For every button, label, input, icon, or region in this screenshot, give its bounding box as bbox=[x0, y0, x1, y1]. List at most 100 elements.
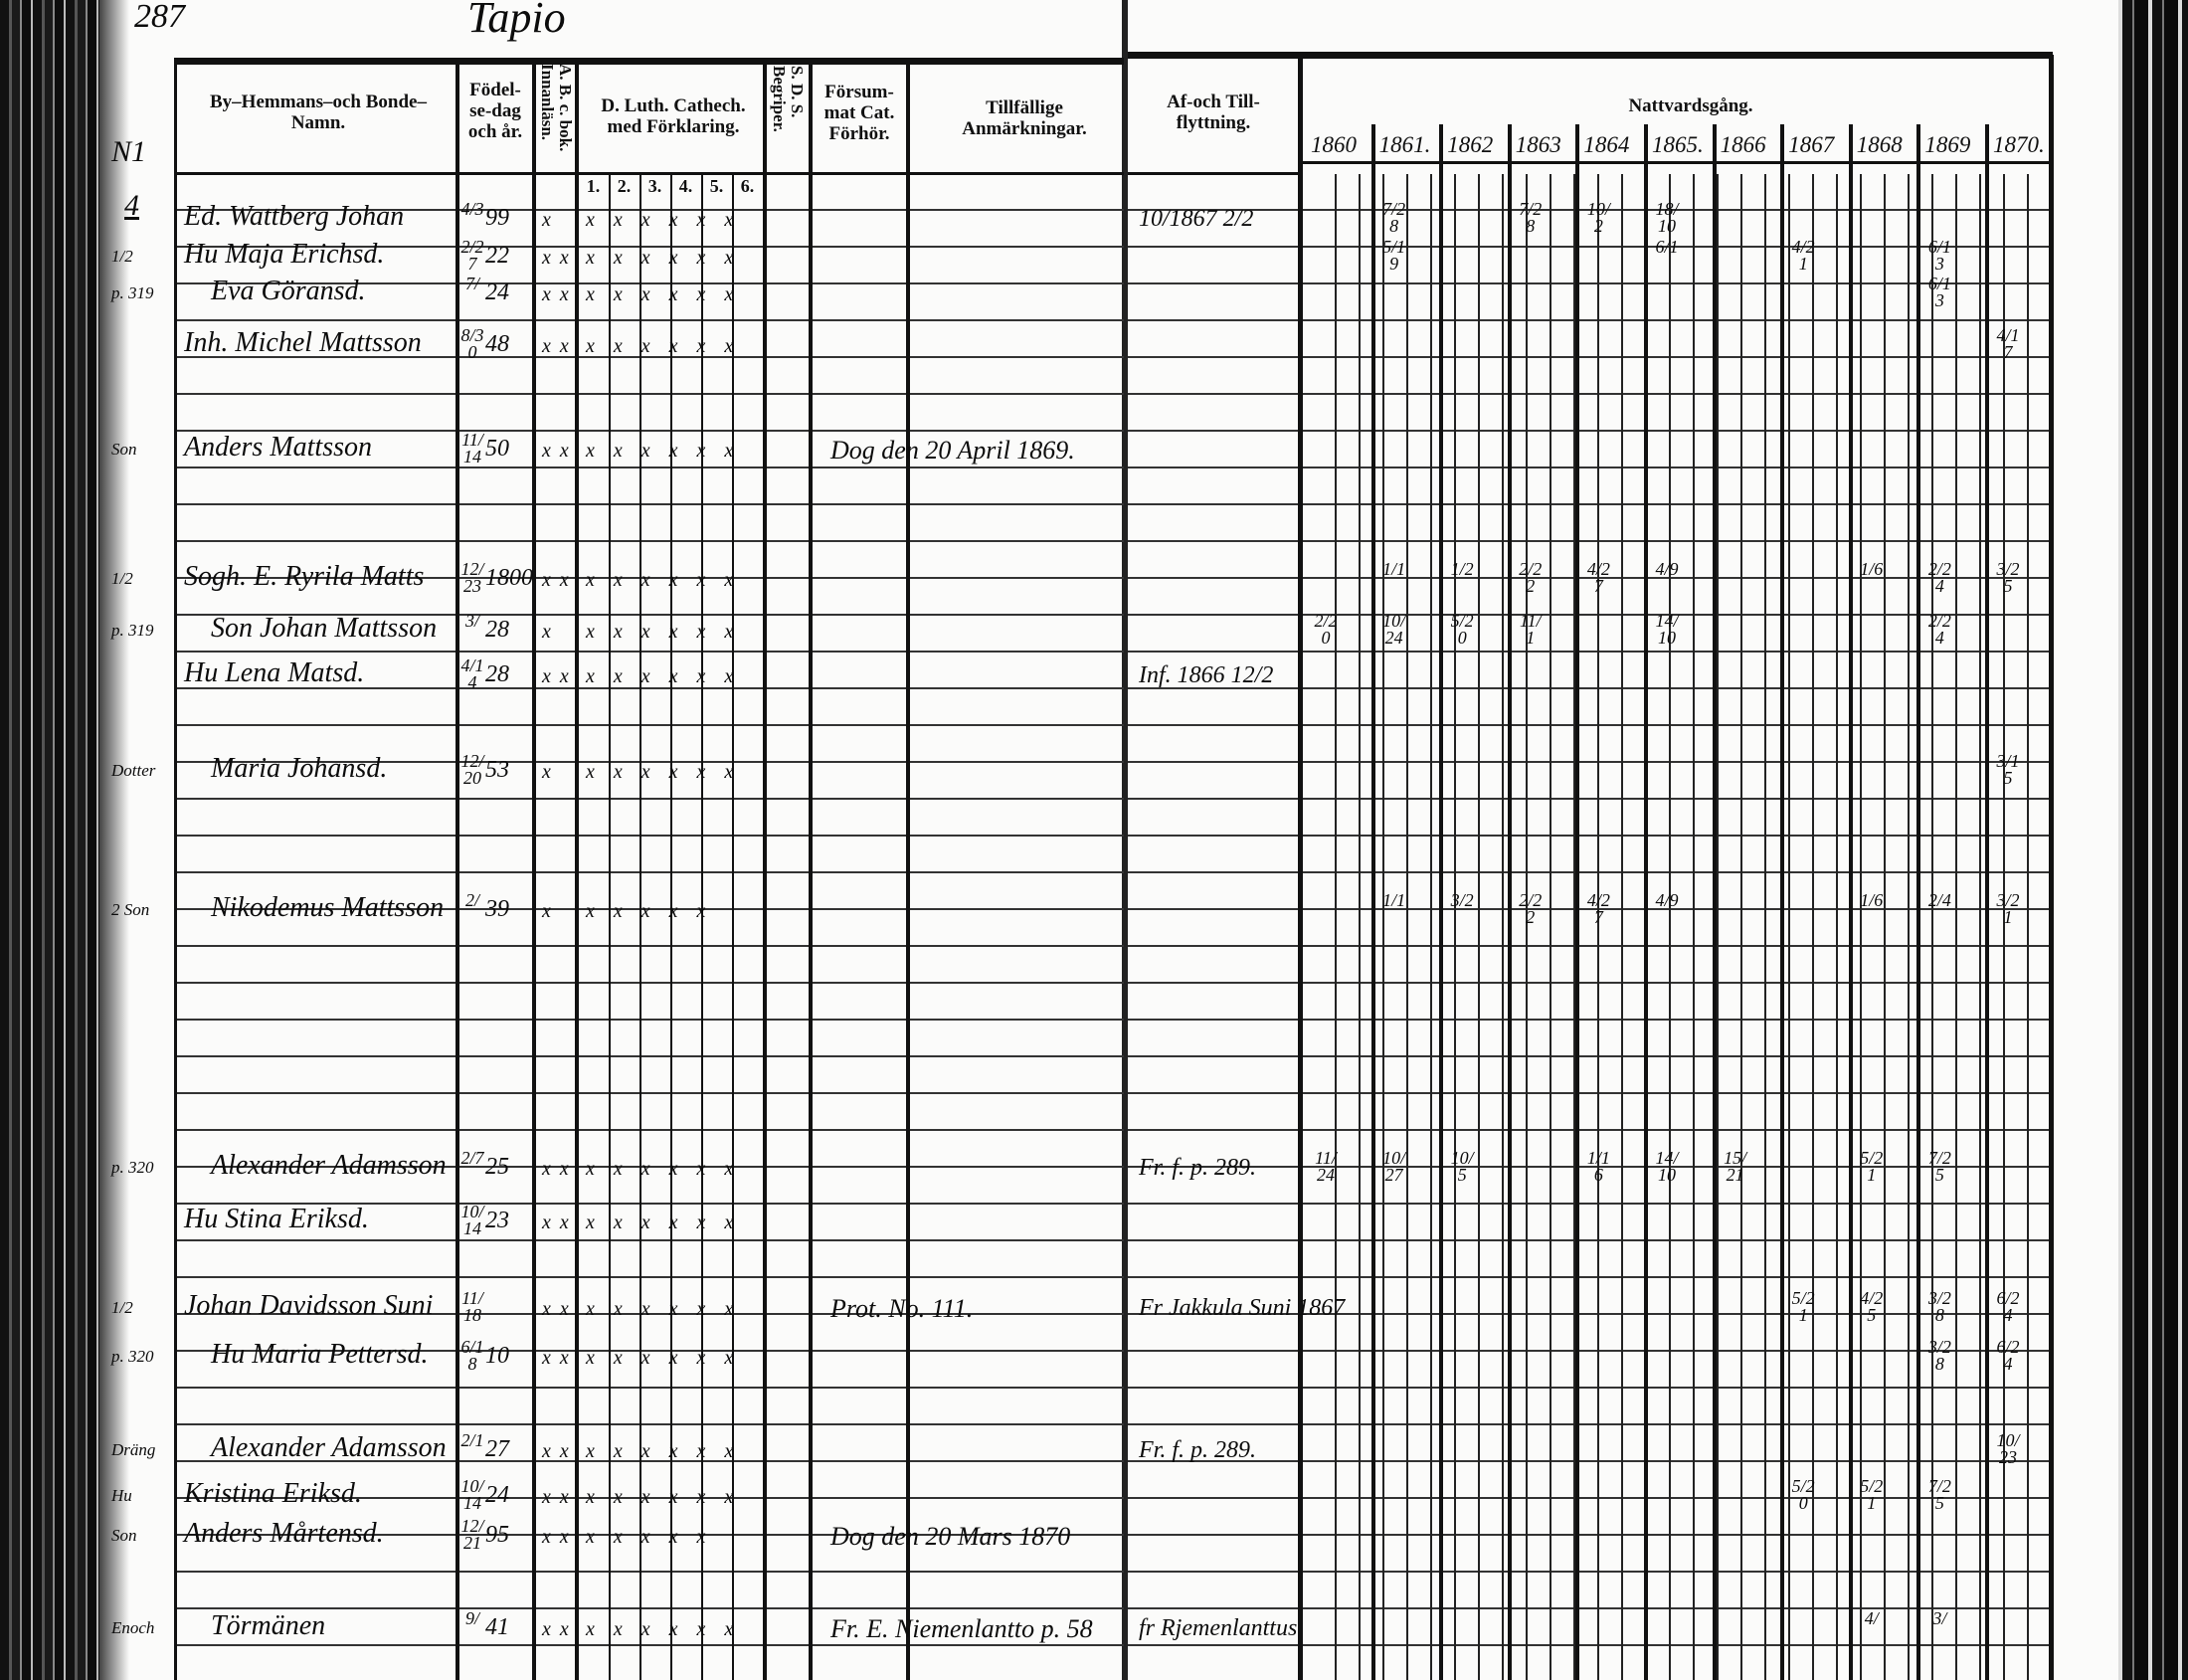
entry-name: Hu Stina Eriksd. bbox=[184, 1204, 369, 1234]
entry-communion-date: 11/1 bbox=[1519, 611, 1542, 648]
entry-name: Alexander Adamsson bbox=[211, 1150, 447, 1181]
luth-subheader: 1. bbox=[586, 176, 601, 196]
entry-communion-date: 4/17 bbox=[1996, 325, 2020, 362]
year-label: 1863 bbox=[1515, 132, 1561, 157]
entry-communion-date: 3/25 bbox=[1996, 559, 2020, 596]
entry-abc-mark: x bbox=[542, 761, 553, 783]
luth-subheader: 3. bbox=[647, 176, 662, 196]
entry-birth-date: 11/14 bbox=[461, 430, 483, 467]
entry-luth-marks: x x x x x x bbox=[586, 440, 736, 462]
entry-birth-date: 12/20 bbox=[460, 751, 484, 788]
entry-name: Eva Göransd. bbox=[211, 276, 366, 306]
entry-communion-date: 1/6 bbox=[1860, 559, 1884, 579]
col-line bbox=[575, 62, 579, 1680]
year-column-line bbox=[1575, 124, 1580, 1680]
entry-birth-date: 12/21 bbox=[460, 1516, 484, 1553]
header-name: By–Hemmans–och Bonde–Namn. bbox=[210, 92, 427, 133]
entry-luth-marks: x x x x x x bbox=[586, 1212, 736, 1233]
year-column-line bbox=[1439, 124, 1444, 1680]
entry-name: Son Johan Mattsson bbox=[211, 613, 438, 644]
header-rule-years bbox=[1303, 161, 2054, 164]
entry-communion-date: 3/15 bbox=[1996, 751, 2020, 788]
luth-subcolumn-line bbox=[609, 175, 611, 1680]
entry-communion-date: 1/1 bbox=[1382, 559, 1406, 579]
entry-luth-marks: x x x x x x bbox=[586, 665, 736, 687]
header-communion: Nattvardsgång. bbox=[1628, 95, 1753, 116]
margin-note-top: N1 bbox=[111, 135, 147, 168]
entry-communion-date: 6/1 bbox=[1655, 237, 1679, 257]
entry-birth-date: 4/14 bbox=[460, 655, 484, 692]
entry-communion-date: 5/19 bbox=[1382, 237, 1406, 274]
header-rule-moving bbox=[1128, 172, 1302, 175]
luth-subheader: 2. bbox=[617, 176, 632, 196]
entry-abc-mark: x x bbox=[542, 569, 571, 591]
entry-communion-date: 2/22 bbox=[1519, 890, 1543, 927]
entry-margin-note: Son bbox=[111, 1526, 137, 1545]
entry-birth-year: 50 bbox=[485, 436, 509, 462]
header-forsummat: Försum-mat Cat. Förhör. bbox=[823, 82, 895, 144]
entry-name: Ed. Wattberg Johan bbox=[184, 201, 405, 232]
entry-abc-mark: x x bbox=[542, 665, 571, 687]
entry-communion-date: 6/24 bbox=[1996, 1288, 2020, 1325]
entry-remark: Dog den 20 Mars 1870 bbox=[830, 1522, 1071, 1551]
entry-luth-marks: x x x x x bbox=[586, 1526, 708, 1548]
entry-abc-mark: x bbox=[542, 900, 553, 922]
year-label: 1869 bbox=[1924, 132, 1971, 157]
entry-communion-date: 5/21 bbox=[1860, 1148, 1884, 1185]
entry-birth-date: 2/1 bbox=[460, 1430, 484, 1450]
year-label: 1865. bbox=[1652, 132, 1704, 157]
entry-name: Sogh. E. Ryrila Matts bbox=[184, 561, 425, 592]
year-column-line bbox=[1370, 124, 1375, 1680]
entry-communion-date: 3/21 bbox=[1996, 890, 2020, 927]
year-label: 1860 bbox=[1311, 132, 1357, 157]
book-binding-left bbox=[0, 0, 129, 1680]
entry-birth-date: 2/7 bbox=[460, 1148, 484, 1168]
entry-birth-date: 9/ bbox=[464, 1608, 479, 1628]
entry-communion-date: 1/1 bbox=[1382, 890, 1406, 910]
entry-communion-date: 7/25 bbox=[1927, 1148, 1951, 1185]
entry-communion-date: 1/16 bbox=[1586, 1148, 1610, 1185]
year-column-line bbox=[1985, 124, 1989, 1680]
year-column-line bbox=[1780, 124, 1785, 1680]
entry-birth-year: 24 bbox=[485, 280, 509, 305]
communion-grid bbox=[1313, 174, 2054, 1680]
entry-birth-year: 25 bbox=[485, 1154, 509, 1180]
col-line bbox=[809, 62, 813, 1680]
entry-birth-year: 41 bbox=[485, 1614, 509, 1640]
entry-communion-date: 4/9 bbox=[1655, 559, 1679, 579]
entry-moving: Fr. f. p. 289. bbox=[1139, 1155, 1257, 1181]
entry-abc-mark: x x bbox=[542, 1298, 571, 1320]
entry-moving: Fr. f. p. 289. bbox=[1139, 1437, 1257, 1463]
entry-name: Inh. Michel Mattsson bbox=[184, 327, 422, 358]
entry-communion-date: 4/25 bbox=[1860, 1288, 1884, 1325]
entry-birth-date: 3/ bbox=[464, 611, 479, 631]
luth-subcolumn-line bbox=[732, 175, 734, 1680]
header-birth: Födel-se-dag och år. bbox=[467, 80, 523, 142]
luth-subcolumn-line bbox=[670, 175, 672, 1680]
entry-moving: 10/1867 2/2 bbox=[1139, 206, 1254, 232]
entry-communion-date: 2/20 bbox=[1314, 611, 1338, 648]
entry-abc-mark: x x bbox=[542, 247, 571, 269]
entry-birth-year: 22 bbox=[485, 243, 509, 269]
entry-name: Nikodemus Mattsson bbox=[211, 892, 445, 923]
luth-subheader: 4. bbox=[678, 176, 693, 196]
entry-birth-year: 1800 bbox=[485, 565, 533, 591]
year-column-line bbox=[1848, 124, 1853, 1680]
entry-birth-year: 95 bbox=[485, 1522, 509, 1548]
village-title: Tapio bbox=[467, 0, 566, 42]
entry-abc-mark: x bbox=[542, 209, 553, 231]
year-label: 1867 bbox=[1788, 132, 1835, 157]
entry-moving: fr Rjemenlanttus bbox=[1139, 1615, 1298, 1641]
entry-name: Anders Mattsson bbox=[184, 432, 372, 463]
luth-subcolumn-line bbox=[639, 175, 641, 1680]
luth-subcolumn-line bbox=[701, 175, 703, 1680]
entry-margin-note: 1/2 bbox=[111, 247, 133, 266]
entry-communion-date: 10/23 bbox=[1996, 1430, 2020, 1467]
entry-birth-year: 28 bbox=[485, 661, 509, 687]
entry-birth-date: 12/23 bbox=[460, 559, 484, 596]
col-line bbox=[174, 60, 177, 1680]
entry-luth-marks: x x x x x x bbox=[586, 1486, 736, 1508]
entry-birth-date: 10/14 bbox=[460, 1202, 484, 1238]
year-label: 1862 bbox=[1447, 132, 1494, 157]
year-label: 1864 bbox=[1583, 132, 1630, 157]
